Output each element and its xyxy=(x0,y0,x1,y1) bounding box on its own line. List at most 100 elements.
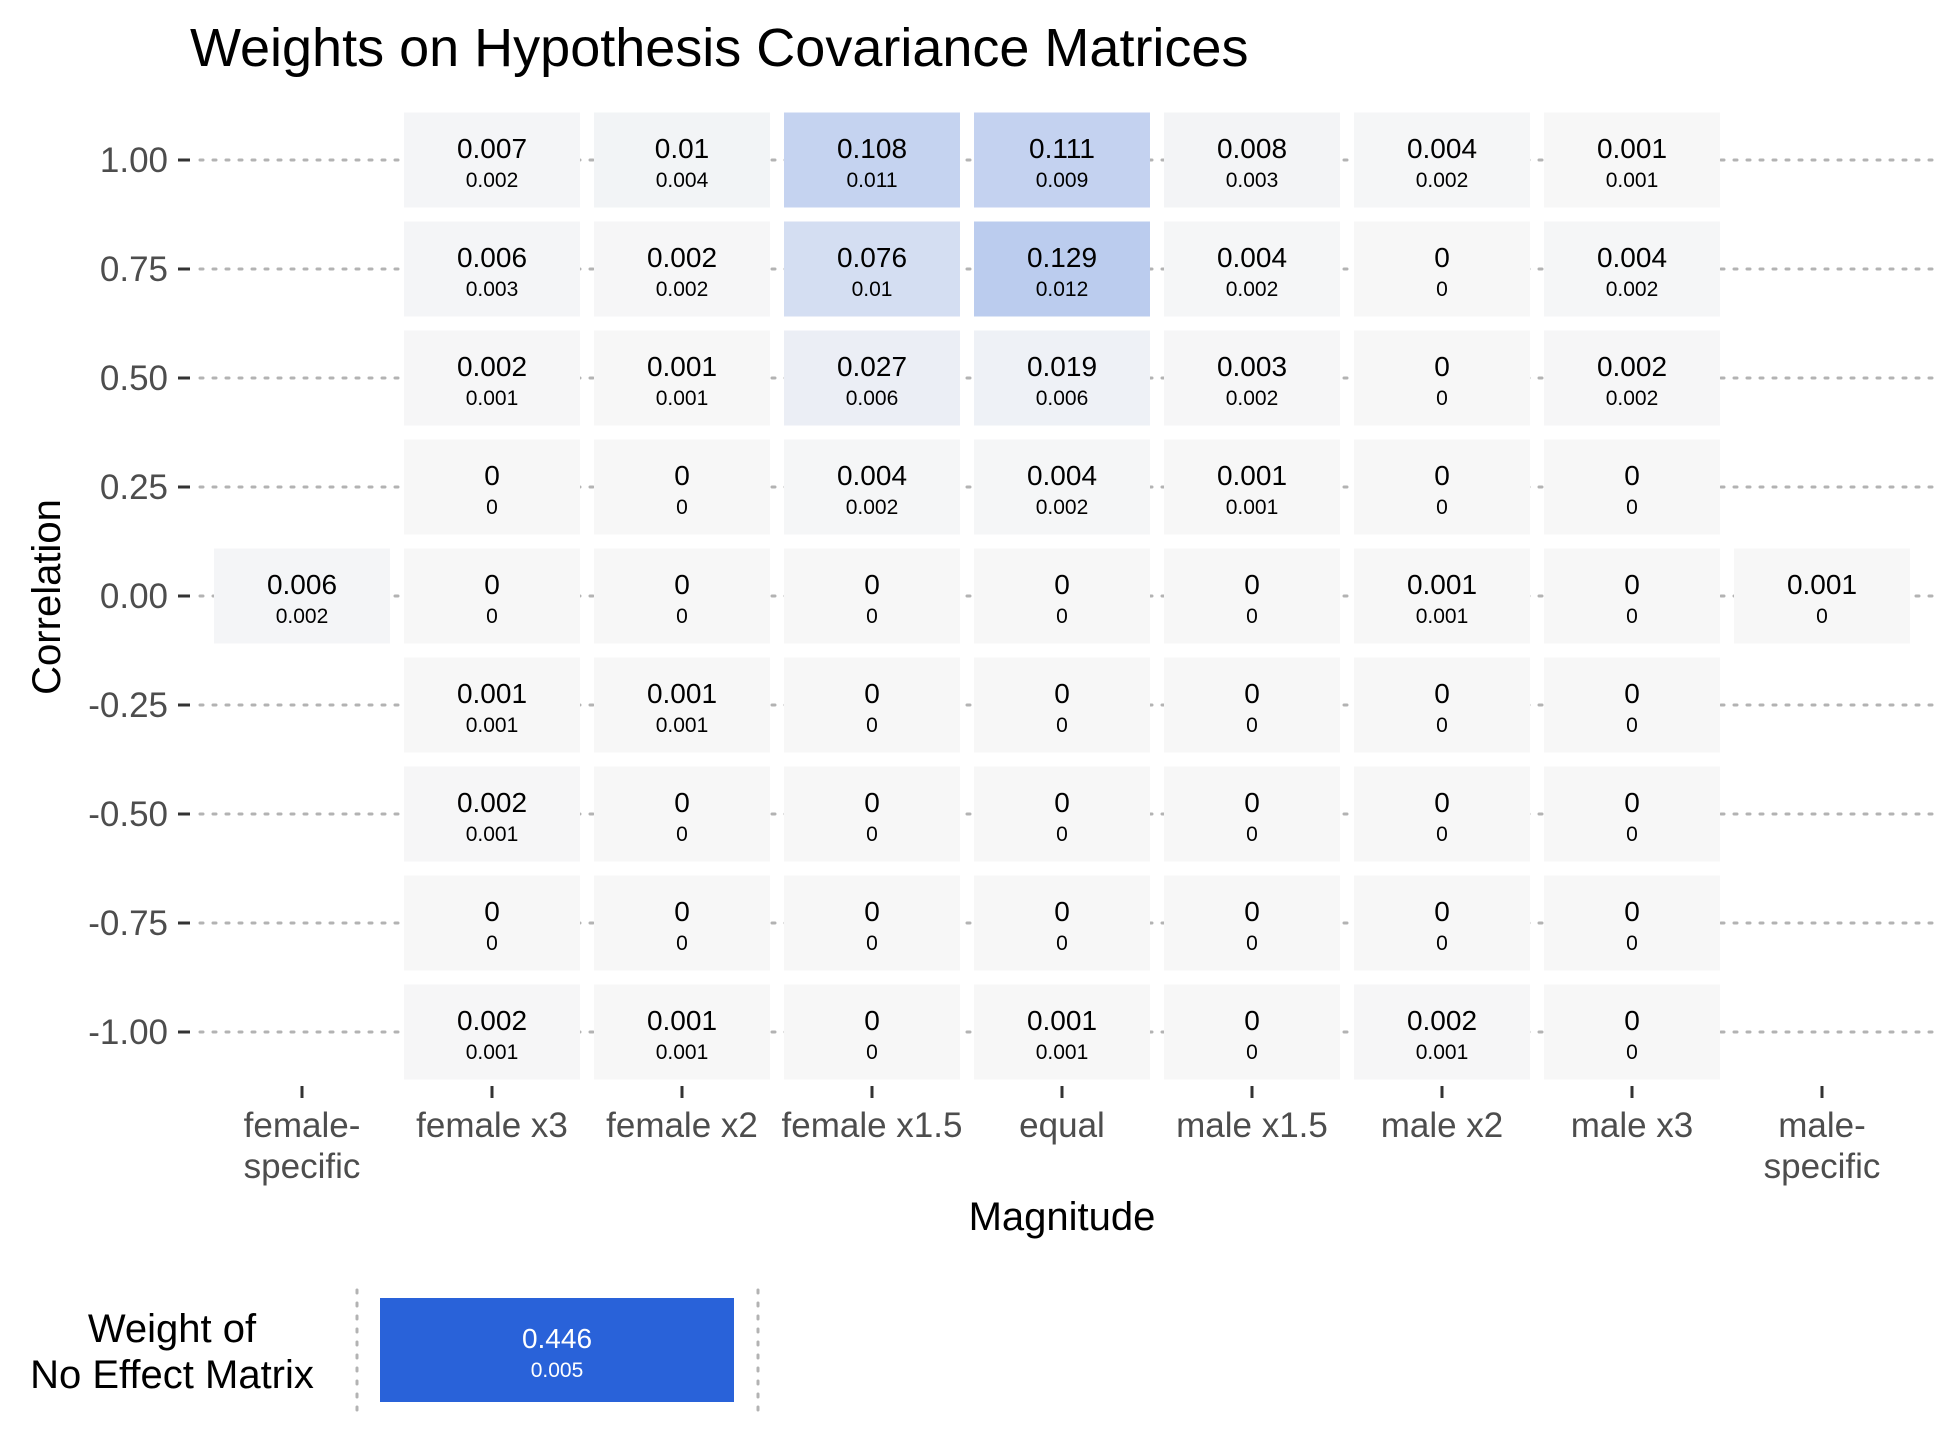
cell-se-label: 0 xyxy=(1626,496,1638,519)
cell-se-label: 0 xyxy=(1246,714,1258,737)
cell-mean-label: 0 xyxy=(674,569,690,600)
heatmap-cell: 00 xyxy=(974,548,1150,644)
cell-fill xyxy=(404,112,580,208)
heatmap-cell: 0.002 0.001 xyxy=(1354,984,1530,1080)
cell-se-label: 0 xyxy=(1056,605,1068,628)
cell-se-label: 0.009 xyxy=(1036,169,1089,192)
heatmap-cell: 0.004 0.002 xyxy=(1544,221,1720,317)
heatmap-cell: 0.004 0.002 xyxy=(974,439,1150,535)
x-tick-label: male x1.5 xyxy=(1176,1106,1328,1145)
cell-fill xyxy=(1354,875,1530,971)
cell-fill xyxy=(404,221,580,317)
cell-se-label: 0 xyxy=(1246,605,1258,628)
cell-mean-label: 0.027 xyxy=(837,351,907,382)
cell-fill xyxy=(974,439,1150,535)
heatmap-cell: 0.003 0.002 xyxy=(1164,330,1340,426)
cell-se-label: 0.002 xyxy=(1416,169,1469,192)
cell-se-label: 0.006 xyxy=(846,387,899,410)
cell-fill xyxy=(214,548,390,644)
heatmap-cell: 00 xyxy=(594,875,770,971)
heatmap-cells: 0.006 0.002 0.007 0.002 0.006 0.003 0.002 0.001… xyxy=(214,112,1910,1080)
cell-mean-label: 0 xyxy=(864,896,880,927)
cell-mean-label: 0.002 xyxy=(647,242,717,273)
cell-fill xyxy=(594,221,770,317)
cell-fill xyxy=(1164,221,1340,317)
cell-fill xyxy=(1354,766,1530,862)
cell-fill xyxy=(404,330,580,426)
cell-fill xyxy=(594,112,770,208)
cell-mean-label: 0 xyxy=(1624,569,1640,600)
cell-fill xyxy=(1164,330,1340,426)
y-tick-label: -0.50 xyxy=(88,795,168,834)
cell-fill xyxy=(1544,221,1720,317)
cell-mean-label: 0.002 xyxy=(457,351,527,382)
cell-mean-label: 0.111 xyxy=(1029,133,1095,164)
heatmap-cell: 0.002 0.002 xyxy=(1544,330,1720,426)
cell-se-label: 0 xyxy=(1056,932,1068,955)
cell-se-label: 0 xyxy=(1436,496,1448,519)
cell-mean-label: 0 xyxy=(1054,678,1070,709)
cell-mean-label: 0.001 xyxy=(1027,1005,1097,1036)
cell-fill xyxy=(974,330,1150,426)
y-tick-label: -1.00 xyxy=(88,1013,168,1052)
heatmap-cell: 0.001 0.001 xyxy=(594,330,770,426)
chart-title: Weights on Hypothesis Covariance Matrice… xyxy=(190,18,1248,78)
cell-mean-label: 0 xyxy=(674,787,690,818)
cell-mean-label: 0.001 xyxy=(1597,133,1667,164)
cell-se-label: 0.002 xyxy=(276,605,329,628)
heatmap-cell: 00 xyxy=(784,548,960,644)
cell-se-label: 0 xyxy=(866,714,878,737)
cell-mean-label: 0.001 xyxy=(647,1005,717,1036)
heatmap-cell: 00 xyxy=(404,439,580,535)
cell-se-label: 0 xyxy=(676,932,688,955)
cell-mean-label: 0 xyxy=(1054,569,1070,600)
heatmap-cell: 00 xyxy=(1354,766,1530,862)
cell-fill xyxy=(1164,766,1340,862)
cell-mean-label: 0.007 xyxy=(457,133,527,164)
cell-se-label: 0 xyxy=(486,496,498,519)
cell-fill xyxy=(594,766,770,862)
no-effect-mean-label: 0.446 xyxy=(522,1323,592,1354)
cell-fill xyxy=(1544,548,1720,644)
cell-se-label: 0.002 xyxy=(1226,278,1279,301)
heatmap-cell: 0.002 0.002 xyxy=(594,221,770,317)
cell-fill xyxy=(1544,112,1720,208)
cell-fill xyxy=(1734,548,1910,644)
cell-fill xyxy=(1164,984,1340,1080)
cell-se-label: 0.001 xyxy=(656,387,709,410)
cell-mean-label: 0 xyxy=(1434,351,1450,382)
cell-mean-label: 0.001 xyxy=(647,678,717,709)
cell-se-label: 0 xyxy=(1626,714,1638,737)
x-tick-label: female x3 xyxy=(416,1106,568,1145)
heatmap-cell: 00 xyxy=(1354,657,1530,753)
cell-se-label: 0 xyxy=(1626,932,1638,955)
cell-mean-label: 0 xyxy=(864,1005,880,1036)
cell-se-label: 0.002 xyxy=(1606,387,1659,410)
heatmap-cell: 0.002 0.001 xyxy=(404,330,580,426)
no-effect-panel: Weight of No Effect Matrix 0.446 0.005 xyxy=(30,1288,760,1417)
heatmap-cell: 00 xyxy=(1354,221,1530,317)
cell-mean-label: 0.006 xyxy=(457,242,527,273)
cell-se-label: 0.002 xyxy=(846,496,899,519)
cell-mean-label: 0 xyxy=(1624,1005,1640,1036)
heatmap-cell: 00 xyxy=(1164,548,1340,644)
cell-mean-label: 0.002 xyxy=(1597,351,1667,382)
cell-fill xyxy=(1354,548,1530,644)
cell-mean-label: 0 xyxy=(1624,896,1640,927)
y-tick-label: 0.50 xyxy=(100,359,168,398)
cell-fill xyxy=(594,875,770,971)
cell-fill xyxy=(974,112,1150,208)
heatmap-cell: 00 xyxy=(974,875,1150,971)
cell-mean-label: 0 xyxy=(1434,242,1450,273)
cell-mean-label: 0 xyxy=(1244,569,1260,600)
cell-se-label: 0.002 xyxy=(1226,387,1279,410)
cell-fill xyxy=(594,439,770,535)
cell-fill xyxy=(594,548,770,644)
y-tick-label: -0.75 xyxy=(88,904,168,943)
cell-se-label: 0 xyxy=(676,496,688,519)
cell-se-label: 0 xyxy=(1436,714,1448,737)
cell-se-label: 0.001 xyxy=(466,823,519,846)
cell-se-label: 0 xyxy=(1816,605,1828,628)
cell-se-label: 0.002 xyxy=(656,278,709,301)
cell-se-label: 0.006 xyxy=(1036,387,1089,410)
